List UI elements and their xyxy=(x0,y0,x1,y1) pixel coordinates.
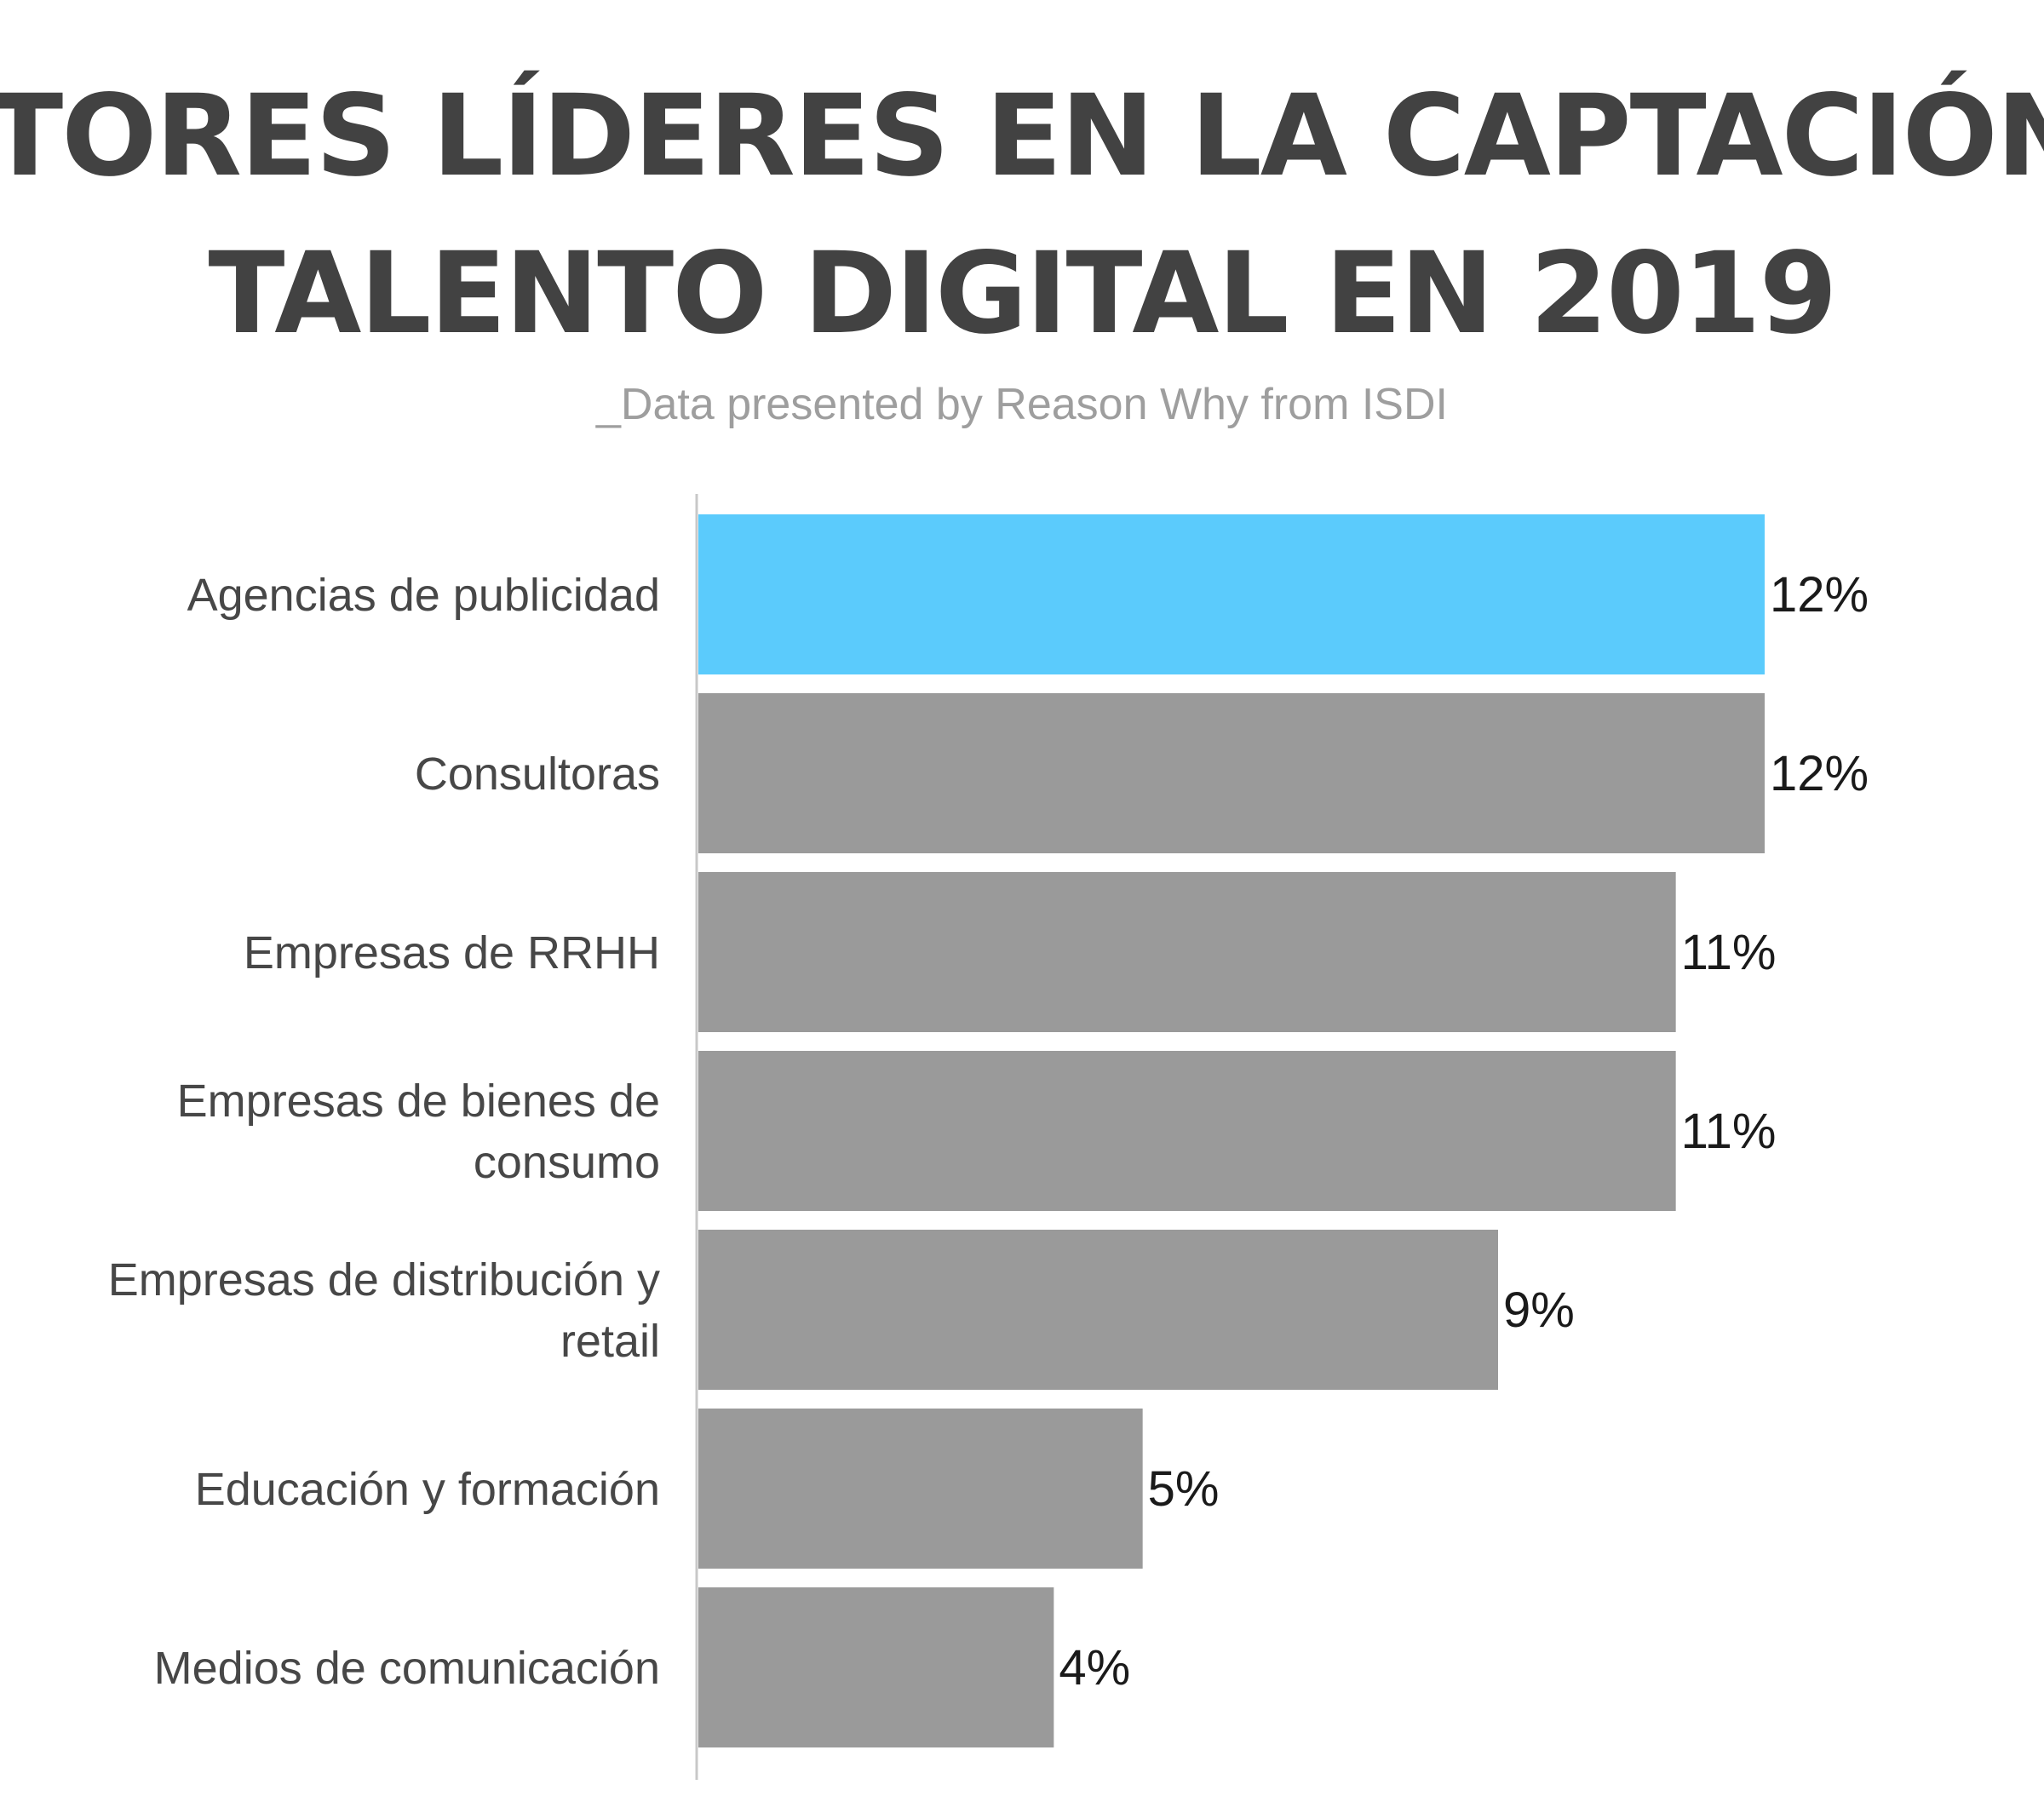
bar xyxy=(698,1230,1498,1390)
value-label: 4% xyxy=(1059,1640,1130,1696)
bar xyxy=(698,1409,1143,1569)
category-label: Medios de comunicación xyxy=(154,1643,660,1694)
chart-title-line-1: SECTORES LÍDERES EN LA CAPTACIÓN DE xyxy=(0,70,2044,202)
bar xyxy=(698,1587,1054,1747)
category-label: consumo xyxy=(474,1137,660,1188)
bar xyxy=(698,514,1765,674)
value-label: 11% xyxy=(1681,925,1777,980)
value-label: 9% xyxy=(1503,1282,1575,1338)
chart-title-line-2: TALENTO DIGITAL EN 2019 xyxy=(208,228,1835,359)
category-label: Agencias de publicidad xyxy=(187,570,660,621)
category-label: Empresas de RRHH xyxy=(244,927,660,978)
category-label: Empresas de distribución y xyxy=(108,1254,660,1305)
category-label: retail xyxy=(560,1316,660,1367)
value-label: 5% xyxy=(1148,1461,1220,1517)
bar xyxy=(698,872,1676,1032)
category-label: Educación y formación xyxy=(195,1464,660,1515)
value-label: 12% xyxy=(1770,567,1869,623)
bar xyxy=(698,1051,1676,1211)
bar xyxy=(698,693,1765,853)
value-label: 12% xyxy=(1770,746,1869,801)
chart-subtitle: _Data presented by Reason Why from ISDI xyxy=(595,380,1448,429)
category-label: Consultoras xyxy=(415,749,660,800)
category-label: Empresas de bienes de xyxy=(177,1076,660,1127)
value-label: 11% xyxy=(1681,1104,1777,1159)
bars-group: 12% Agencias de publicidad 12% Consultoras 1… xyxy=(108,514,1869,1747)
